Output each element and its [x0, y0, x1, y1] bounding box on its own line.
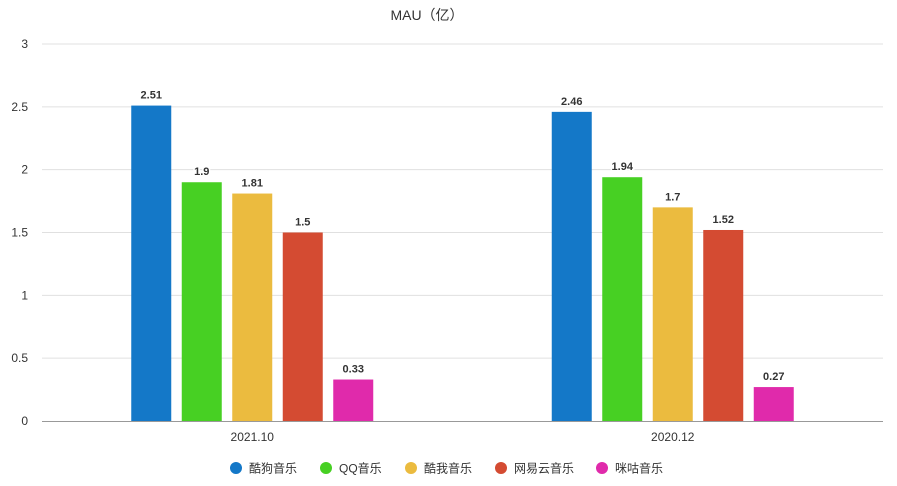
data-label: 2.46: [561, 96, 582, 108]
legend-item[interactable]: QQ音乐: [320, 461, 382, 476]
data-label: 0.33: [343, 364, 364, 376]
legend-label: 酷狗音乐: [249, 461, 297, 476]
legend-item[interactable]: 酷狗音乐: [230, 461, 297, 476]
legend-label: QQ音乐: [339, 461, 382, 476]
bar[interactable]: [282, 232, 323, 422]
y-tick-label: 1.5: [11, 226, 28, 240]
data-label: 1.81: [242, 178, 263, 190]
y-tick-label: 2: [21, 163, 28, 177]
x-axis-ticks: 2021.10 2020.12: [231, 430, 695, 444]
bar[interactable]: [602, 177, 643, 421]
legend-marker: [495, 462, 507, 474]
legend-marker: [320, 462, 332, 474]
legend[interactable]: 酷狗音乐 QQ音乐 酷我音乐 网易云音乐 咪咕音乐: [230, 461, 663, 476]
legend-label: 网易云音乐: [514, 461, 574, 476]
bar[interactable]: [232, 193, 273, 421]
data-label: 2.51: [141, 90, 162, 102]
legend-marker: [596, 462, 608, 474]
bar[interactable]: [703, 229, 744, 421]
legend-label: 酷我音乐: [424, 461, 472, 476]
legend-label: 咪咕音乐: [615, 461, 663, 476]
data-label: 1.7: [665, 191, 680, 203]
data-labels: 2.51 1.9 1.81 1.5 0.33 2.46 1.94 1.7 1.52 0.27: [139, 88, 786, 384]
chart-title: MAU（亿）: [390, 7, 463, 23]
data-label: 1.94: [612, 161, 634, 173]
data-label: 1.9: [194, 166, 209, 178]
legend-item[interactable]: 网易云音乐: [495, 461, 574, 476]
legend-marker: [230, 462, 242, 474]
data-label: 1.5: [295, 217, 310, 229]
legend-marker: [405, 462, 417, 474]
y-tick-label: 3: [21, 37, 28, 51]
data-label: 0.27: [763, 371, 784, 383]
bars: [131, 105, 794, 422]
bar[interactable]: [131, 105, 172, 422]
bar[interactable]: [753, 387, 794, 421]
data-label: 1.52: [713, 214, 734, 226]
bar[interactable]: [181, 182, 222, 421]
y-tick-label: 1: [21, 288, 28, 302]
bar[interactable]: [652, 207, 693, 421]
legend-item[interactable]: 咪咕音乐: [596, 461, 663, 476]
x-tick-label: 2020.12: [651, 430, 695, 444]
bar[interactable]: [551, 111, 592, 422]
x-tick-label: 2021.10: [231, 430, 275, 444]
y-tick-label: 0.5: [11, 351, 28, 365]
y-axis-ticks: 0 0.5 1 1.5 2 2.5 3: [11, 37, 28, 428]
legend-item[interactable]: 酷我音乐: [405, 461, 472, 476]
y-tick-label: 2.5: [11, 100, 28, 114]
y-tick-label: 0: [21, 414, 28, 428]
bar[interactable]: [333, 379, 374, 421]
